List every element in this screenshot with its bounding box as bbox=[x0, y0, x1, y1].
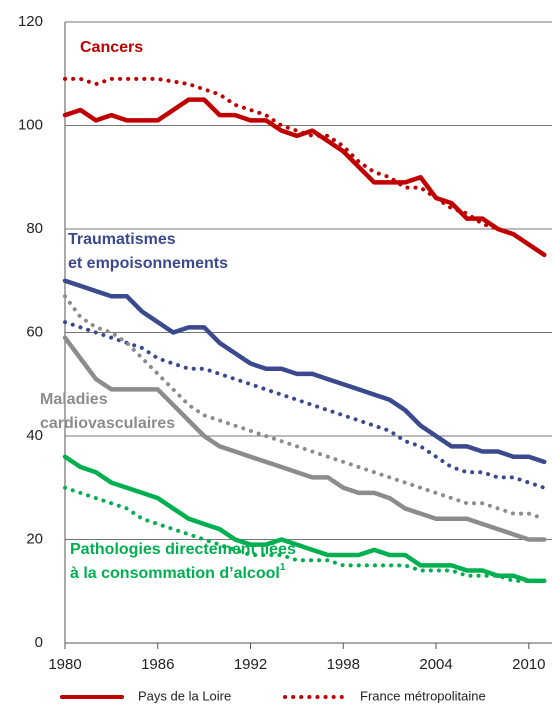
x-tick-label: 1980 bbox=[48, 656, 81, 673]
x-tick-label: 1992 bbox=[234, 656, 267, 673]
line-region bbox=[62, 97, 547, 258]
line-france bbox=[63, 76, 547, 257]
line-region bbox=[62, 335, 547, 542]
series-label: Pathologies directement liées bbox=[70, 541, 296, 558]
y-tick-label: 120 bbox=[18, 13, 43, 30]
legend-label: Pays de la Loire bbox=[138, 688, 231, 703]
footnote-mark: 1 bbox=[280, 562, 286, 573]
line-france bbox=[63, 320, 547, 490]
line-region bbox=[62, 278, 547, 465]
y-tick-label: 100 bbox=[18, 116, 43, 133]
series-label: à la consommation d’alcool1 bbox=[70, 562, 286, 583]
line-region bbox=[62, 454, 547, 584]
y-tick-label: 40 bbox=[26, 427, 43, 444]
series-label: et empoisonnements bbox=[68, 255, 228, 272]
y-tick-label: 20 bbox=[26, 530, 43, 547]
legend-label: France métropolitaine bbox=[360, 688, 486, 703]
line-france bbox=[63, 294, 547, 521]
series-label: Traumatismes bbox=[68, 231, 176, 248]
y-tick-label: 60 bbox=[26, 323, 43, 340]
x-tick-label: 2004 bbox=[419, 656, 452, 673]
line-france bbox=[63, 485, 547, 583]
y-tick-label: 0 bbox=[35, 634, 43, 651]
series-label: Cancers bbox=[80, 39, 143, 56]
series-label: Maladies bbox=[40, 391, 108, 408]
y-tick-label: 80 bbox=[26, 220, 43, 237]
x-tick-label: 2010 bbox=[512, 656, 545, 673]
x-tick-label: 1986 bbox=[141, 656, 174, 673]
series-label: cardiovasculaires bbox=[40, 415, 175, 432]
x-tick-label: 1998 bbox=[327, 656, 360, 673]
